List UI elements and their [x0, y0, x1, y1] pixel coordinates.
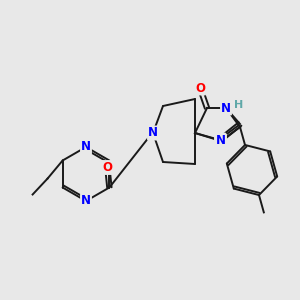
- Text: N: N: [215, 134, 225, 146]
- Text: O: O: [102, 161, 112, 174]
- Text: N: N: [81, 140, 91, 154]
- Text: H: H: [234, 100, 244, 110]
- Text: N: N: [221, 101, 231, 115]
- Text: O: O: [195, 82, 205, 94]
- Text: N: N: [148, 127, 158, 140]
- Text: N: N: [81, 194, 91, 208]
- Text: N: N: [216, 134, 226, 148]
